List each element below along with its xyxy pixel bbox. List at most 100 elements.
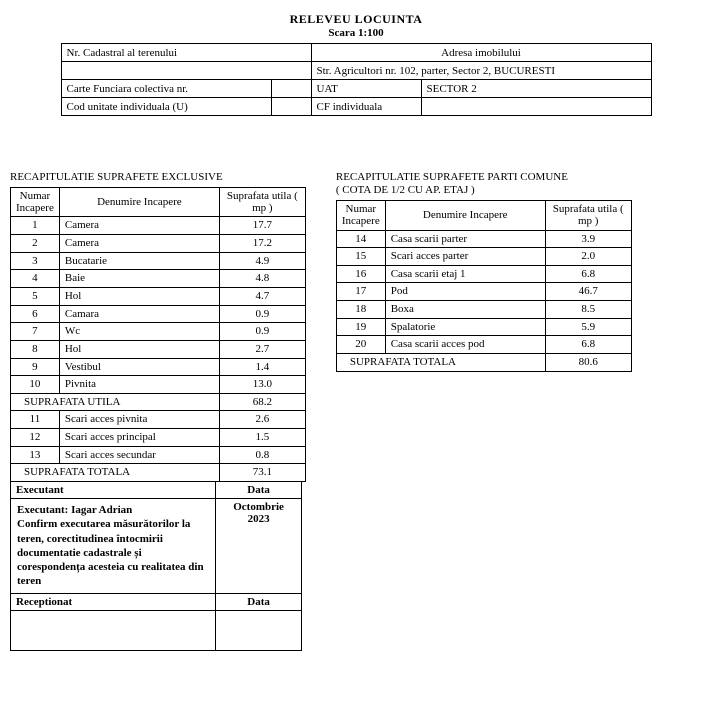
row-name: Boxa [385, 301, 545, 319]
subtotal-value: 73.1 [219, 464, 305, 482]
title-main: RELEVEU LOCUINTA [10, 12, 702, 27]
exclusive-column: RECAPITULATIE SUPRAFETE EXCLUSIVE Numar … [10, 171, 306, 651]
cf-colectiva-value [271, 80, 311, 98]
row-num: 20 [336, 336, 385, 354]
comune-title-1: RECAPITULATIE SUPRAFETE PARTI COMUNE [336, 171, 568, 183]
row-area: 3.9 [545, 230, 631, 248]
row-area: 4.8 [219, 270, 305, 288]
title-sub: Scara 1:100 [10, 27, 702, 39]
row-area: 17.7 [219, 217, 305, 235]
adresa-label: Adresa imobilului [311, 44, 651, 62]
subtotal-row: SUPRAFATA TOTALA73.1 [11, 464, 306, 482]
table-row: 3Bucatarie4.9 [11, 252, 306, 270]
comune-table: Numar Incapere Denumire Incapere Suprafa… [336, 200, 632, 371]
exec-table: Executant Data Executant: Iagar AdrianCo… [10, 481, 302, 651]
row-name: Spalatorie [385, 318, 545, 336]
table-row: 10Pivnita13.0 [11, 376, 306, 394]
row-name: Casa scarii parter [385, 230, 545, 248]
table-row: 20Casa scarii acces pod6.8 [336, 336, 631, 354]
row-area: 2.6 [219, 411, 305, 429]
row-area: 1.5 [219, 429, 305, 447]
row-area: 2.7 [219, 340, 305, 358]
row-num: 15 [336, 248, 385, 266]
row-num: 8 [11, 340, 60, 358]
table-row: 7Wc0.9 [11, 323, 306, 341]
row-name: Baie [59, 270, 219, 288]
cod-u-label: Cod unitate individuala (U) [61, 98, 271, 116]
row-name: Camera [59, 235, 219, 253]
subtotal-row: SUPRAFATA UTILA68.2 [11, 393, 306, 411]
subtotal-value: 80.6 [545, 354, 631, 372]
row-area: 2.0 [545, 248, 631, 266]
row-name: Pivnita [59, 376, 219, 394]
row-area: 46.7 [545, 283, 631, 301]
executant-hdr: Executant [11, 481, 216, 498]
table-row: 6Camara0.9 [11, 305, 306, 323]
row-area: 0.8 [219, 446, 305, 464]
row-num: 3 [11, 252, 60, 270]
row-name: Scari acces principal [59, 429, 219, 447]
row-name: Camara [59, 305, 219, 323]
row-name: Casa scarii etaj 1 [385, 265, 545, 283]
table-row: 15Scari acces parter2.0 [336, 248, 631, 266]
header-table: Nr. Cadastral al terenului Adresa imobil… [61, 43, 652, 116]
row-name: Hol [59, 340, 219, 358]
table-row: 14Casa scarii parter3.9 [336, 230, 631, 248]
col-num: Numar Incapere [11, 188, 60, 217]
row-num: 12 [11, 429, 60, 447]
subtotal-label: SUPRAFATA TOTALA [336, 354, 545, 372]
subtotal-label: SUPRAFATA UTILA [11, 393, 220, 411]
table-row: 9Vestibul1.4 [11, 358, 306, 376]
col-num: Numar Incapere [336, 201, 385, 230]
row-num: 18 [336, 301, 385, 319]
row-num: 4 [11, 270, 60, 288]
data-hdr2: Data [216, 593, 302, 610]
table-row: 8Hol2.7 [11, 340, 306, 358]
receptionat-body [11, 610, 216, 650]
cf-indiv-value [421, 98, 651, 116]
comune-title-2: ( COTA DE 1/2 CU AP. ETAJ ) [336, 184, 475, 196]
row-num: 9 [11, 358, 60, 376]
row-area: 0.9 [219, 305, 305, 323]
row-num: 10 [11, 376, 60, 394]
row-num: 6 [11, 305, 60, 323]
row-area: 6.8 [545, 336, 631, 354]
cf-colectiva-label: Carte Funciara colectiva nr. [61, 80, 271, 98]
subtotal-row: SUPRAFATA TOTALA80.6 [336, 354, 631, 372]
row-num: 1 [11, 217, 60, 235]
row-area: 4.9 [219, 252, 305, 270]
row-num: 13 [11, 446, 60, 464]
table-row: 2Camera17.2 [11, 235, 306, 253]
exclusive-table: Numar Incapere Denumire Incapere Suprafa… [10, 187, 306, 482]
receptionat-date [216, 610, 302, 650]
cod-u-value [271, 98, 311, 116]
row-area: 13.0 [219, 376, 305, 394]
row-name: Camera [59, 217, 219, 235]
nr-cad-label: Nr. Cadastral al terenului [61, 44, 311, 62]
table-row: 16Casa scarii etaj 16.8 [336, 265, 631, 283]
adresa-value: Str. Agricultori nr. 102, parter, Sector… [311, 62, 651, 80]
row-name: Scari acces pivnita [59, 411, 219, 429]
table-row: 1Camera17.7 [11, 217, 306, 235]
row-name: Bucatarie [59, 252, 219, 270]
row-name: Scari acces secundar [59, 446, 219, 464]
table-row: 5Hol4.7 [11, 287, 306, 305]
row-num: 19 [336, 318, 385, 336]
data-hdr: Data [216, 481, 302, 498]
col-name: Denumire Incapere [385, 201, 545, 230]
row-name: Wc [59, 323, 219, 341]
cf-indiv-label: CF individuala [311, 98, 421, 116]
row-num: 7 [11, 323, 60, 341]
title-block: RELEVEU LOCUINTA Scara 1:100 [10, 12, 702, 39]
table-row: 4Baie4.8 [11, 270, 306, 288]
row-area: 4.7 [219, 287, 305, 305]
exec-date: Octombrie 2023 [216, 498, 302, 593]
row-area: 17.2 [219, 235, 305, 253]
row-num: 14 [336, 230, 385, 248]
row-num: 11 [11, 411, 60, 429]
row-num: 5 [11, 287, 60, 305]
row-name: Pod [385, 283, 545, 301]
executant-text: Executant: Iagar AdrianConfirm executare… [11, 498, 216, 593]
row-name: Casa scarii acces pod [385, 336, 545, 354]
subtotal-value: 68.2 [219, 393, 305, 411]
